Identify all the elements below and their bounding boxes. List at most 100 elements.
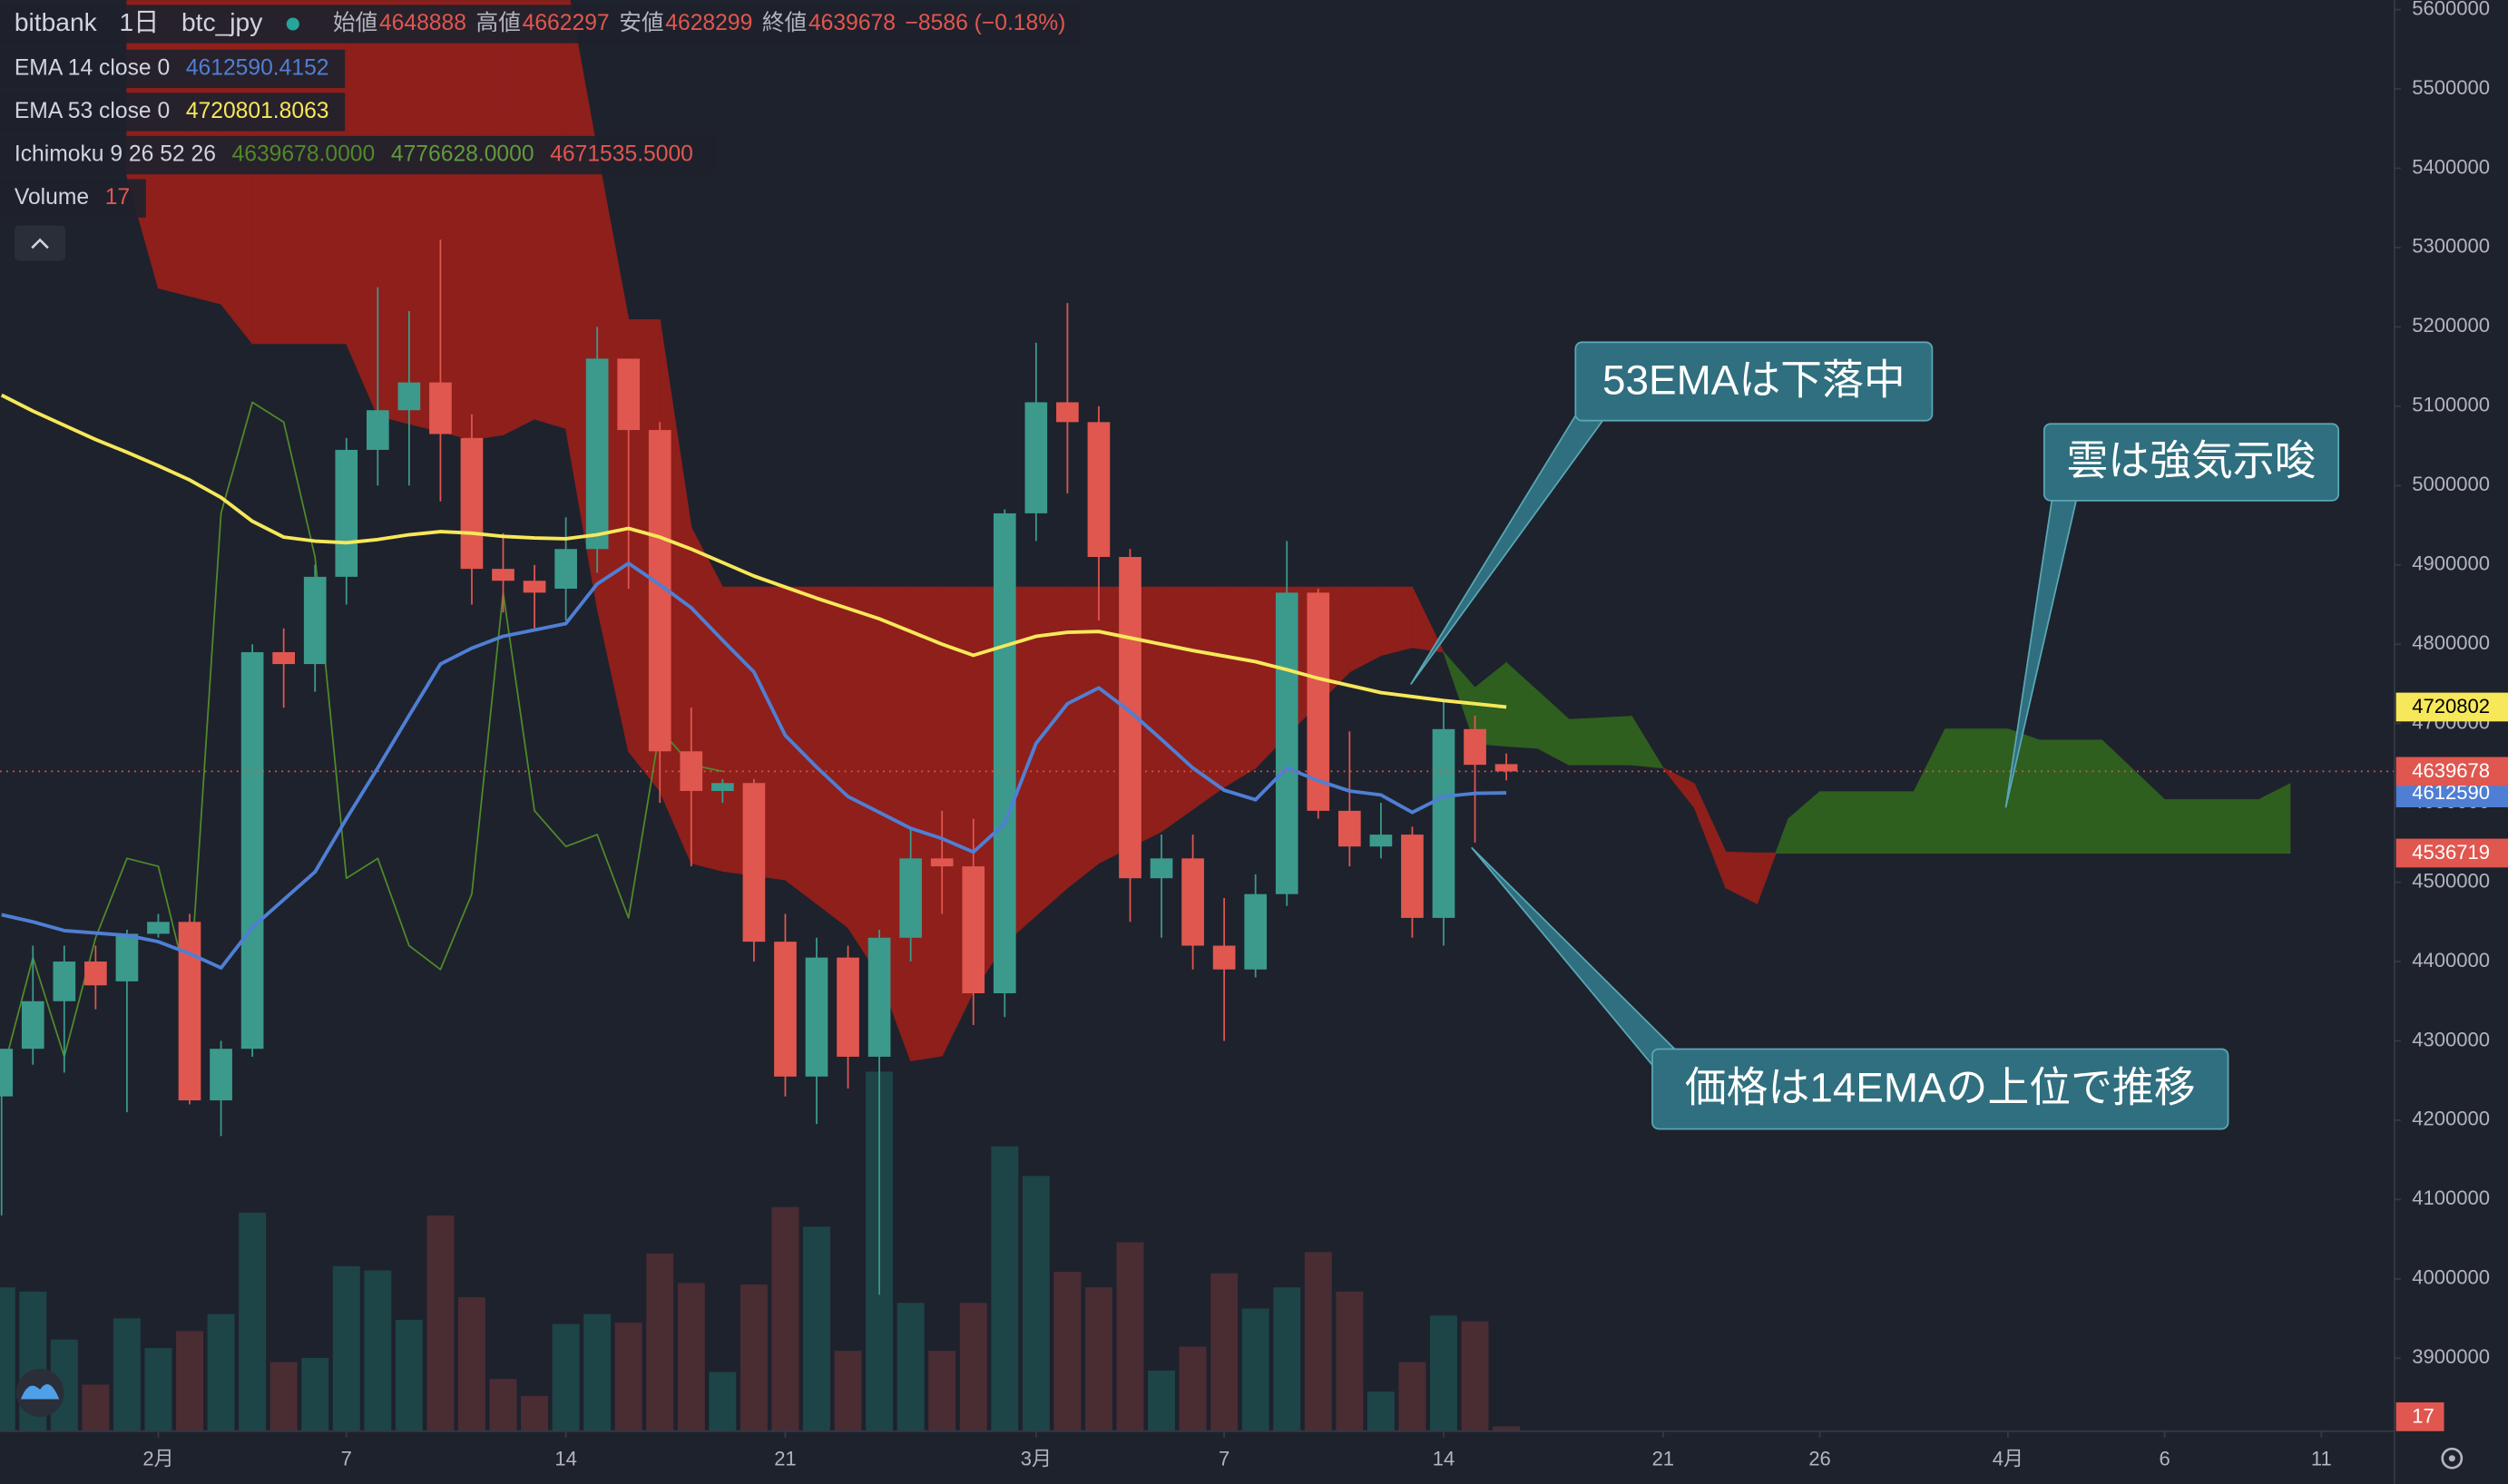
x-tick-label: 4月	[1993, 1447, 2023, 1469]
cloud-segment	[1631, 714, 1664, 769]
x-tick-label: 21	[1652, 1447, 1675, 1469]
gear-center	[2448, 1455, 2455, 1462]
candle-body	[962, 866, 985, 994]
indicator-name: EMA 14 close 0	[15, 55, 170, 80]
cloud-segment	[1411, 587, 1445, 653]
volume-bar	[1022, 1176, 1050, 1431]
price-badge-label: 4536719	[2412, 841, 2490, 864]
cloud-segment	[346, 0, 378, 416]
volume-bar	[1273, 1287, 1301, 1431]
settings-button[interactable]	[2441, 1447, 2464, 1469]
cloud-segment	[2038, 739, 2103, 854]
indicator-name: Volume	[15, 185, 89, 210]
candle-body	[397, 382, 421, 411]
callout-text: 53EMAは下落中	[1602, 356, 1905, 403]
candle-body	[1212, 945, 1236, 970]
volume-bar	[583, 1313, 612, 1431]
candle-body	[210, 1049, 232, 1101]
volume-bar	[1398, 1362, 1426, 1431]
cloud-segment	[1819, 791, 1915, 854]
volume-bar	[301, 1357, 329, 1431]
candle-body	[805, 957, 828, 1077]
candle-body	[742, 783, 766, 942]
volume-bar	[1367, 1391, 1395, 1431]
cloud-segment	[2007, 728, 2040, 854]
volume-bar	[239, 1212, 267, 1431]
price-badge	[2395, 692, 2508, 722]
volume-bar	[364, 1270, 392, 1431]
volume-bar	[82, 1384, 110, 1431]
candle-body	[1275, 592, 1298, 894]
volume-bar	[1210, 1273, 1239, 1431]
volume-bar	[959, 1303, 987, 1431]
candle-body	[460, 437, 484, 570]
volume-bar	[457, 1297, 485, 1431]
price-badge-label: 4720802	[2412, 695, 2490, 718]
candle-body	[554, 549, 577, 589]
volume-badge	[2395, 1402, 2444, 1431]
y-tick-label: 5400000	[2412, 155, 2490, 178]
volume-bar	[489, 1379, 517, 1431]
volume-bar	[771, 1206, 799, 1431]
callout-box	[2043, 423, 2340, 502]
y-tick-label: 5500000	[2412, 76, 2490, 99]
ohlc-label: 終値	[762, 10, 807, 35]
volume-bar	[803, 1226, 830, 1431]
cloud-segment	[1380, 586, 1413, 657]
volume-bar	[1116, 1242, 1144, 1431]
collapse-button[interactable]	[14, 225, 66, 261]
cloud-segment	[1223, 586, 1257, 788]
candle-body	[1150, 858, 1173, 879]
indicator-value: 4671535.5000	[550, 142, 693, 167]
volume-bar	[269, 1362, 298, 1431]
indicator-value: 4720801.8063	[186, 99, 329, 123]
legend-row-bg	[0, 49, 346, 89]
candle-body	[617, 358, 641, 431]
callout-text: 価格は14EMAの上位で推移	[1685, 1064, 2196, 1110]
y-tick-label: 3900000	[2412, 1345, 2490, 1368]
candle-body	[711, 783, 734, 791]
collapse-icon	[31, 238, 49, 249]
volume-bar	[207, 1313, 235, 1431]
price-badge-label: 4639678	[2412, 759, 2490, 782]
volume-bar	[677, 1283, 705, 1431]
candle-body	[1369, 835, 1393, 847]
logo[interactable]	[15, 1369, 64, 1417]
candle-body	[837, 957, 859, 1057]
candle-body	[1181, 858, 1204, 946]
x-tick-label: 14	[1433, 1447, 1455, 1469]
volume-bar	[1461, 1321, 1489, 1431]
volume-bar	[709, 1372, 737, 1431]
legend-row-bg	[0, 135, 716, 175]
y-tick-label: 4500000	[2412, 869, 2490, 892]
ohlc-value: 4639678	[808, 11, 896, 35]
y-tick-label: 5000000	[2412, 473, 2490, 495]
volume-bar	[834, 1351, 862, 1431]
ohlc-value: 4628299	[665, 11, 752, 35]
y-tick-label: 4300000	[2412, 1028, 2490, 1050]
candle-body	[492, 569, 514, 581]
volume-bar	[332, 1265, 360, 1431]
cloud-segment	[1568, 716, 1632, 766]
volume-bar	[521, 1395, 549, 1431]
cloud-segment	[2164, 799, 2259, 854]
volume-bar	[1429, 1315, 1457, 1431]
price-badge	[2395, 757, 2508, 786]
candle-body	[867, 937, 891, 1057]
y-tick-label: 4800000	[2412, 631, 2490, 654]
y-tick-label: 4200000	[2412, 1108, 2490, 1130]
candle-body	[585, 358, 609, 550]
candle-body	[84, 962, 107, 986]
cloud-segment	[784, 586, 849, 929]
candle-body	[147, 922, 170, 934]
cloud-segment	[2258, 783, 2291, 854]
cloud-segment	[1945, 728, 2009, 854]
gear-icon[interactable]	[2441, 1447, 2464, 1469]
x-tick-label: 7	[341, 1447, 352, 1469]
cloud-segment	[502, 0, 535, 436]
volume-bar	[1148, 1370, 1176, 1431]
legend-row-bg	[0, 93, 346, 132]
cloud-segment	[471, 0, 505, 441]
x-tick-label: 14	[554, 1447, 577, 1469]
